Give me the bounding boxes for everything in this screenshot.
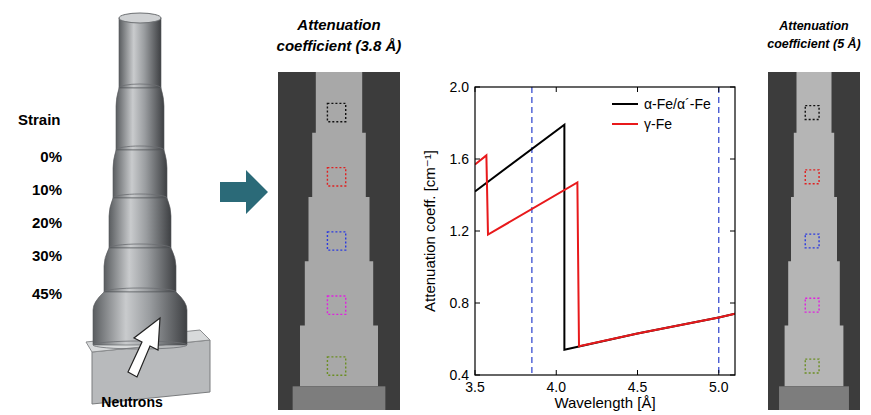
sample-silhouette — [785, 72, 844, 386]
radiograph — [278, 72, 400, 410]
chart: 3.54.04.55.00.40.81.21.62.0Wavelength [Å… — [421, 79, 735, 411]
source-label: Neutrons — [101, 394, 163, 410]
wavelength-marker — [531, 87, 532, 375]
y-tick-label: 2.0 — [450, 79, 470, 95]
title-line: coefficient (3.8 Å) — [277, 37, 402, 54]
roi-box — [805, 170, 819, 184]
y-tick — [475, 159, 480, 160]
x-tick — [556, 370, 557, 375]
sample-top — [119, 13, 161, 23]
y-tick-right — [730, 159, 735, 160]
legend-swatch — [612, 103, 638, 105]
y-tick-label: 1.6 — [450, 151, 470, 167]
strain-label: 0% — [40, 148, 62, 165]
image-title: Attenuation coefficient (3.8 Å) — [277, 16, 402, 54]
legend-label: α-Fe/α´-Fe — [644, 96, 711, 112]
sample-segment — [119, 18, 161, 88]
x-tick — [718, 370, 719, 375]
y-tick-label: 0.8 — [450, 295, 470, 311]
roi-box — [805, 234, 819, 248]
x-tick-label: 5.0 — [709, 379, 729, 395]
image-title: Attenuation coefficient (5 Å) — [767, 19, 861, 51]
roi-box — [805, 298, 819, 312]
plate-silhouette — [779, 386, 849, 410]
radiograph — [768, 72, 860, 410]
x-tick-top — [637, 87, 638, 92]
y-tick — [475, 231, 480, 232]
roi-box — [805, 106, 819, 120]
roi-box — [327, 296, 345, 314]
legend: α-Fe/α´-Fe γ-Fe — [612, 96, 711, 132]
title-line: coefficient (5 Å) — [767, 37, 861, 51]
x-tick-top — [475, 87, 476, 92]
x-tick — [637, 370, 638, 375]
plot-marks — [475, 87, 735, 375]
title-line: Attenuation — [296, 16, 380, 33]
title-line: Attenuation — [778, 19, 849, 33]
plate-silhouette — [293, 386, 386, 410]
strain-label: 10% — [32, 181, 62, 198]
radiograph-background — [768, 72, 860, 410]
sample-segment — [104, 248, 176, 292]
roi-box — [327, 103, 345, 121]
x-axis-title: Wavelength [Å] — [554, 394, 655, 411]
sample-silhouette — [300, 72, 378, 386]
strain-label: 20% — [32, 214, 62, 231]
roi-box — [805, 359, 819, 373]
neutron-arrow — [128, 318, 160, 377]
radiograph-background — [278, 72, 400, 410]
y-axis-title: Attenuation coeff. [cm⁻¹] — [421, 150, 438, 312]
y-tick — [475, 87, 480, 88]
series-line — [475, 125, 735, 350]
sample-segment — [116, 88, 164, 150]
plot-frame — [475, 87, 735, 375]
x-tick-label: 4.5 — [628, 379, 648, 395]
strain-label: 30% — [32, 247, 62, 264]
x-tick-top — [718, 87, 719, 92]
sample-rendering — [86, 13, 210, 404]
x-tick — [475, 370, 476, 375]
y-tick-right — [730, 375, 735, 376]
strain-title: Strain — [18, 111, 61, 128]
x-tick-top — [556, 87, 557, 92]
sample-segment — [113, 150, 167, 198]
process-arrow — [220, 170, 268, 214]
y-tick-right — [730, 87, 735, 88]
wavelength-marker — [718, 87, 719, 375]
x-tick-label: 4.0 — [547, 379, 567, 395]
legend-label: γ-Fe — [644, 116, 672, 132]
y-tick-right — [730, 303, 735, 304]
sample-segment — [109, 198, 171, 248]
y-tick — [475, 303, 480, 304]
y-tick-label: 1.2 — [450, 223, 470, 239]
y-tick-right — [730, 231, 735, 232]
legend-swatch — [612, 123, 638, 125]
roi-box — [327, 357, 345, 375]
roi-box — [327, 232, 345, 250]
figure: Strain 0% 10% 20% 30% 45% Neutrons Attenuation c… — [0, 0, 871, 415]
roi-box — [327, 168, 345, 186]
strain-label: 45% — [32, 285, 62, 302]
y-tick-label: 0.4 — [450, 367, 470, 383]
series-line — [475, 155, 735, 346]
y-tick — [475, 375, 480, 376]
